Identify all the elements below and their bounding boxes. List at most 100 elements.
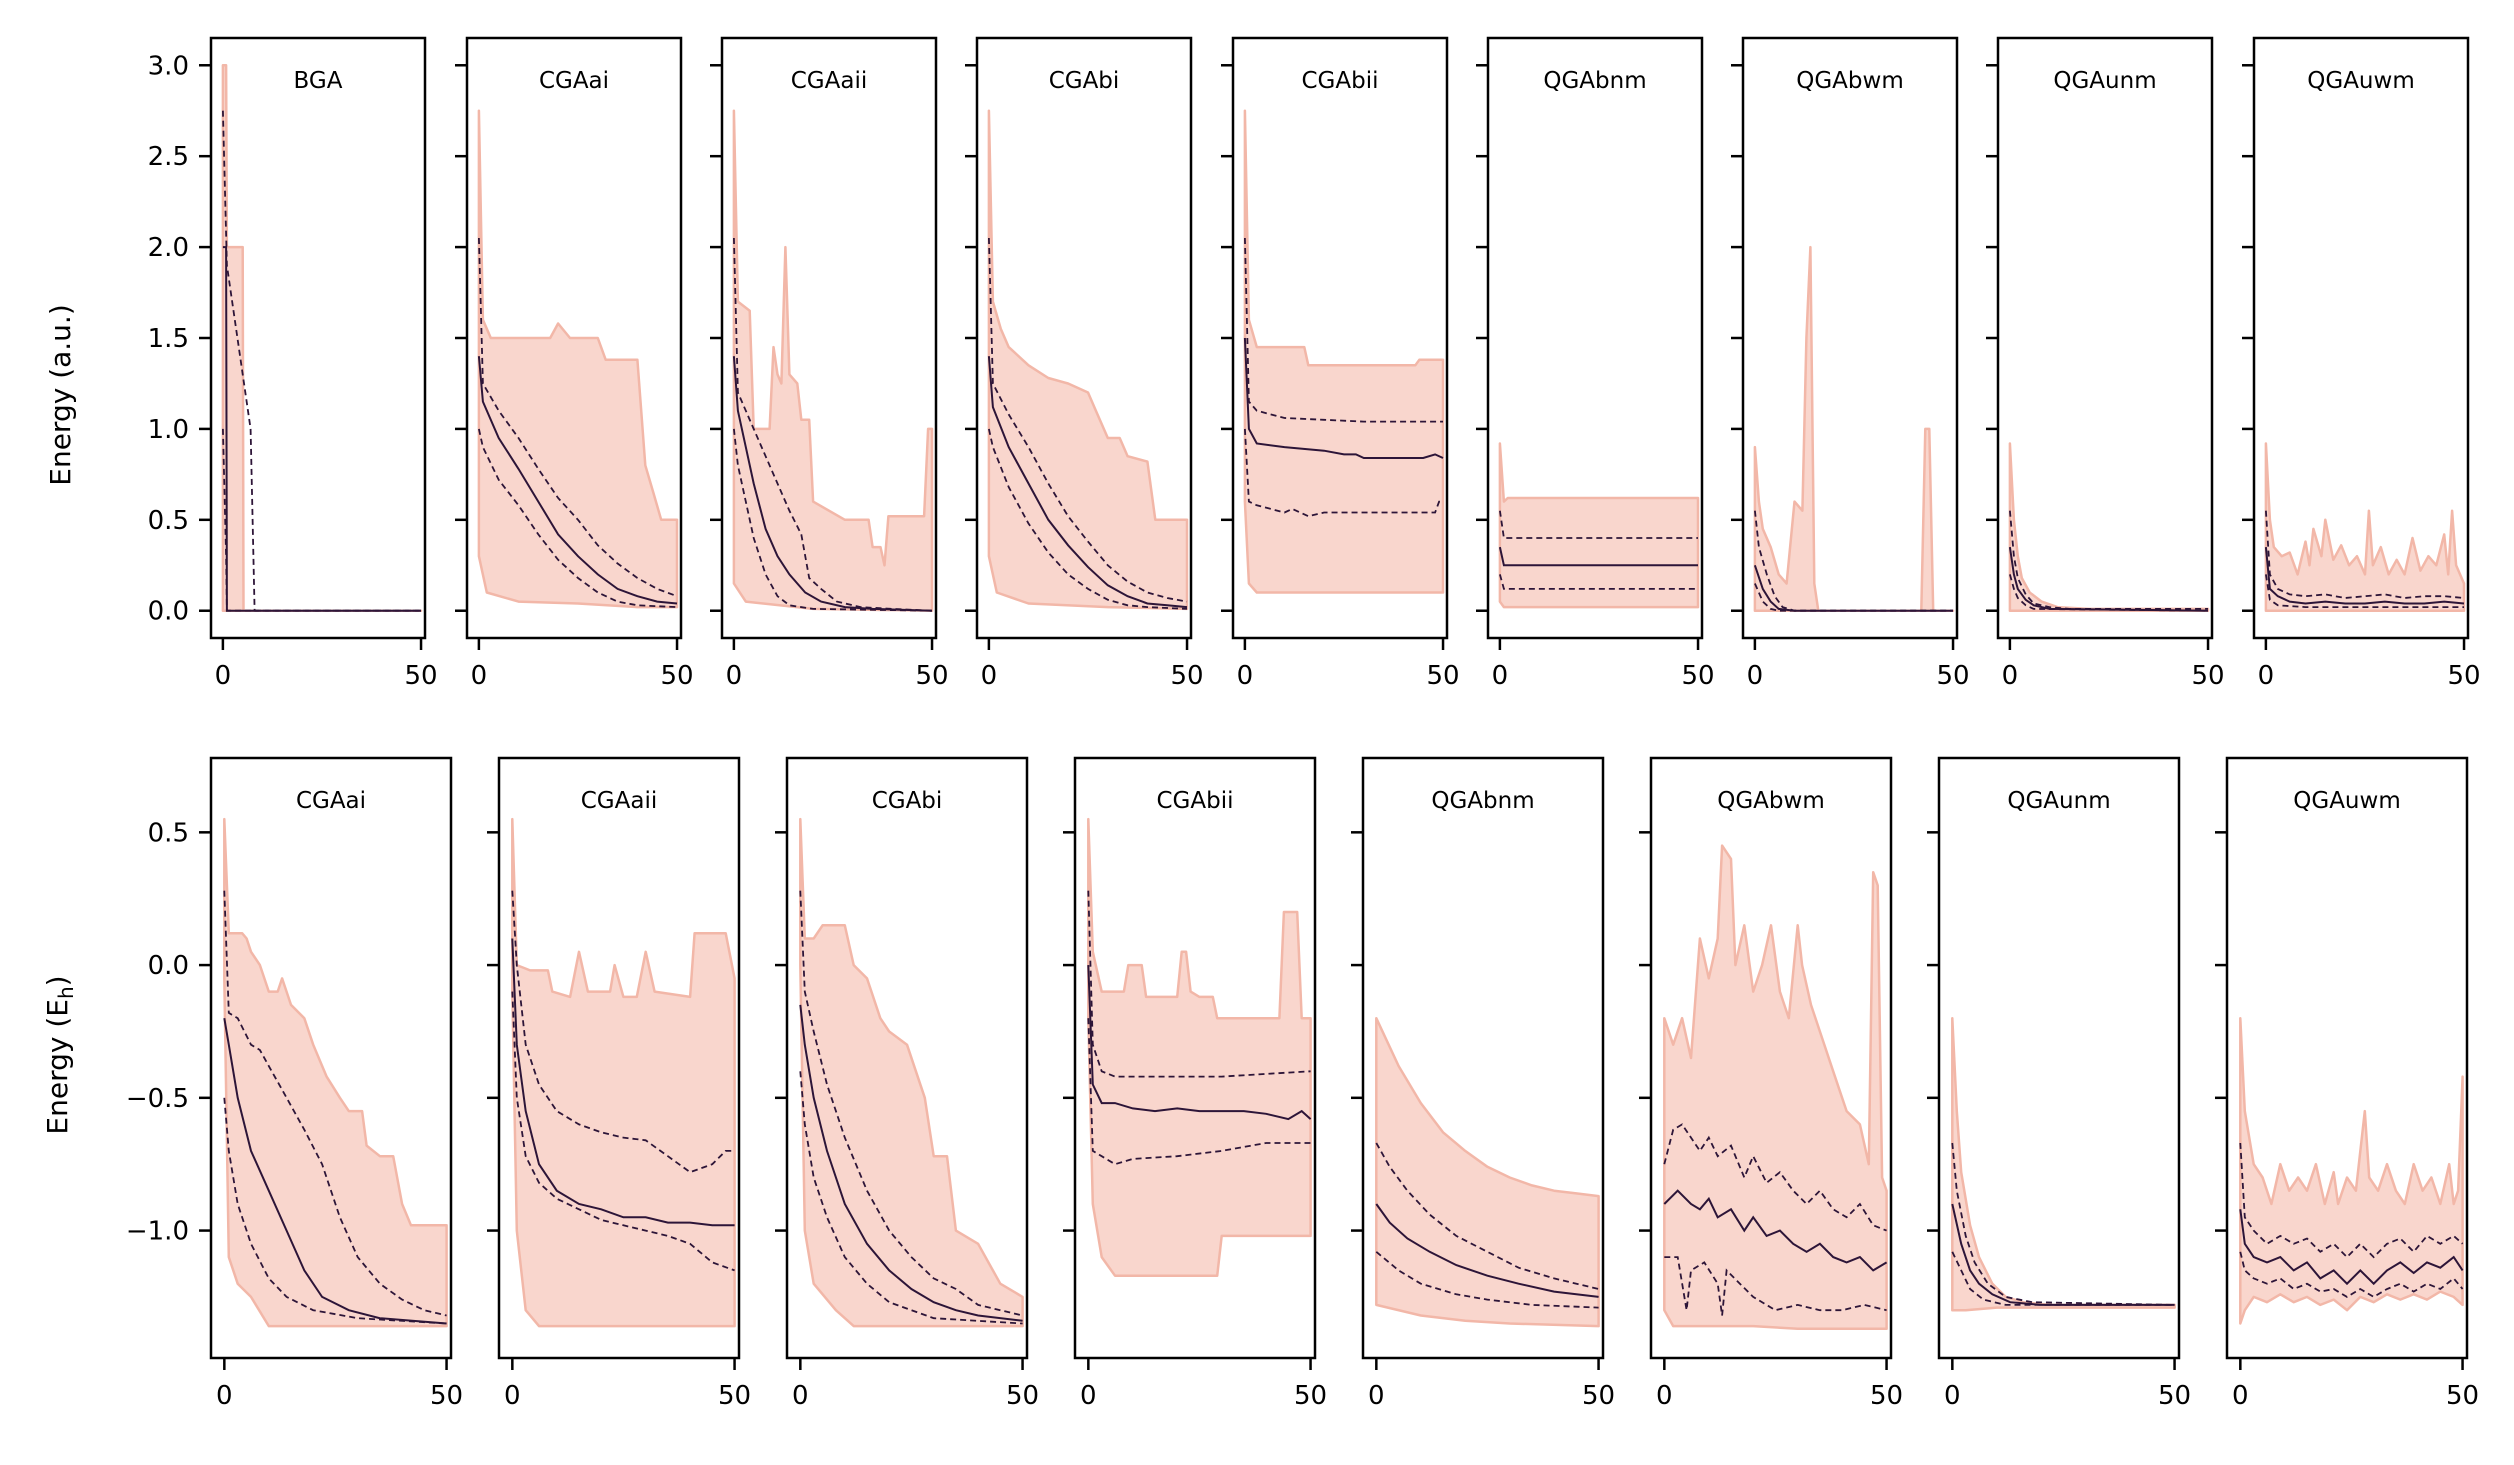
- range-band: [511, 817, 736, 1328]
- x-tick-label: 50: [1936, 661, 1969, 691]
- upper-quartile-line: [478, 237, 678, 598]
- x-tick-label: 0: [726, 661, 743, 691]
- plot-area: [221, 64, 423, 612]
- panel-frame: [1937, 756, 2181, 1360]
- panel-title: CGAbi: [872, 788, 943, 814]
- x-tick-label: 50: [915, 661, 948, 691]
- plot-area: [1663, 844, 1888, 1331]
- plot-area: [1951, 1016, 2176, 1312]
- plot-area: [1087, 817, 1312, 1277]
- x-tick-label: 0: [1368, 1381, 1385, 1411]
- row2-y-axis-label: Energy (Eh): [41, 975, 78, 1134]
- range-band: [1663, 844, 1888, 1331]
- plot-area: [2239, 1016, 2464, 1325]
- upper-quartile-line: [2265, 510, 2465, 599]
- x-tick-label: 50: [1426, 661, 1459, 691]
- panel-qgabwm-row2: QGAbwm 0 50: [1639, 756, 1903, 1411]
- y-tick-label: 2.5: [148, 142, 189, 172]
- lower-quartile-line: [223, 1097, 447, 1325]
- panel-title: QGAuwm: [2293, 788, 2400, 814]
- lower-quartile-line: [1375, 1251, 1599, 1309]
- range-band: [1087, 817, 1312, 1277]
- x-tick-label: 50: [1681, 661, 1714, 691]
- panel-title: CGAaii: [791, 68, 868, 94]
- row2-y-axis-label-sub: h: [54, 986, 78, 999]
- x-tick-label: 50: [1870, 1381, 1903, 1411]
- x-tick-label: 0: [981, 661, 998, 691]
- panel-cgaai-row1: CGAai 0 50: [455, 36, 694, 691]
- panel-qgauwm-row2: QGAuwm 0 50: [2215, 756, 2479, 1411]
- x-tick-label: 50: [718, 1381, 751, 1411]
- panel-title: QGAbwm: [1796, 68, 1903, 94]
- panel-title: CGAbii: [1157, 788, 1234, 814]
- x-tick-label: 0: [504, 1381, 521, 1411]
- x-tick-label: 50: [430, 1381, 463, 1411]
- range-band: [2008, 442, 2210, 612]
- median-line: [2264, 547, 2465, 605]
- row2-y-axis-label-close: ): [41, 975, 74, 986]
- x-tick-label: 0: [1656, 1381, 1673, 1411]
- range-band: [732, 109, 934, 612]
- panel-cgabi-row1: CGAbi 0 50: [965, 36, 1204, 691]
- upper-quartile-line: [1375, 1142, 1599, 1290]
- median-line: [732, 356, 933, 612]
- panel-title: QGAbnm: [1543, 68, 1646, 94]
- plot-area: [732, 109, 934, 612]
- median-line: [222, 246, 421, 612]
- lower-quartile-line: [988, 428, 1188, 610]
- y-tick-label: −0.5: [126, 1084, 189, 1114]
- plot-area: [1375, 1016, 1600, 1328]
- y-tick-label: 0.5: [148, 506, 189, 536]
- panel-title: CGAai: [539, 68, 609, 94]
- y-tick-label: 1.0: [148, 415, 189, 445]
- panel-title: QGAuwm: [2307, 68, 2414, 94]
- median-line: [1087, 965, 1312, 1121]
- range-band: [987, 109, 1189, 611]
- range-band: [1243, 109, 1445, 594]
- panel-bga-row1: BGA 0.0 0.5 1.0 1.5 2.0 2.5 3.0 0 50: [148, 36, 438, 691]
- panel-qgabnm-row2: QGAbnm 0 50: [1351, 756, 1615, 1411]
- x-tick-label: 50: [404, 661, 437, 691]
- upper-quartile-line: [1087, 890, 1311, 1078]
- panel-cgabi-row2: CGAbi 0 50: [775, 756, 1039, 1411]
- x-tick-label: 50: [1006, 1381, 1039, 1411]
- x-tick-label: 50: [2191, 661, 2224, 691]
- panel-frame: [1649, 756, 1893, 1360]
- panel-title: CGAbi: [1049, 68, 1120, 94]
- range-band: [2239, 1016, 2464, 1325]
- panel-cgaai-row2: CGAai −1.0 −0.5 0.0 0.5 0 50: [126, 756, 463, 1411]
- panel-title: QGAunm: [2007, 788, 2110, 814]
- lower-quartile-line: [2239, 1251, 2464, 1298]
- panel-title: CGAai: [296, 788, 366, 814]
- y-tick-label: 0.5: [148, 818, 189, 848]
- upper-quartile-line: [511, 890, 735, 1174]
- y-tick-label: 0.0: [148, 951, 189, 981]
- x-tick-label: 0: [1237, 661, 1254, 691]
- panel-frame: [1361, 756, 1605, 1360]
- range-band: [223, 817, 448, 1328]
- upper-quartile-line: [1244, 237, 1443, 423]
- x-tick-label: 0: [2232, 1381, 2249, 1411]
- x-tick-label: 0: [2258, 661, 2275, 691]
- upper-quartile-line: [1663, 1123, 1887, 1232]
- x-tick-label: 0: [2002, 661, 2019, 691]
- median-line: [1663, 1189, 1888, 1272]
- y-tick-label: 1.5: [148, 324, 189, 354]
- median-line: [1243, 337, 1444, 459]
- plot-area: [1243, 109, 1445, 594]
- median-line: [511, 938, 735, 1227]
- panel-frame: [1073, 756, 1317, 1360]
- panel-qgabnm-row1: QGAbnm 0 50: [1476, 36, 1715, 691]
- median-line: [2239, 1209, 2464, 1286]
- median-line: [223, 1018, 447, 1325]
- plot-area: [1498, 442, 1700, 609]
- x-tick-label: 50: [2446, 1381, 2479, 1411]
- upper-quartile-line: [799, 890, 1023, 1317]
- panel-frame: [2252, 36, 2470, 640]
- plot-area: [799, 817, 1024, 1328]
- plot-area: [987, 109, 1189, 611]
- panel-frame: [785, 756, 1029, 1360]
- range-band: [2264, 442, 2466, 612]
- median-line: [1951, 1203, 2175, 1306]
